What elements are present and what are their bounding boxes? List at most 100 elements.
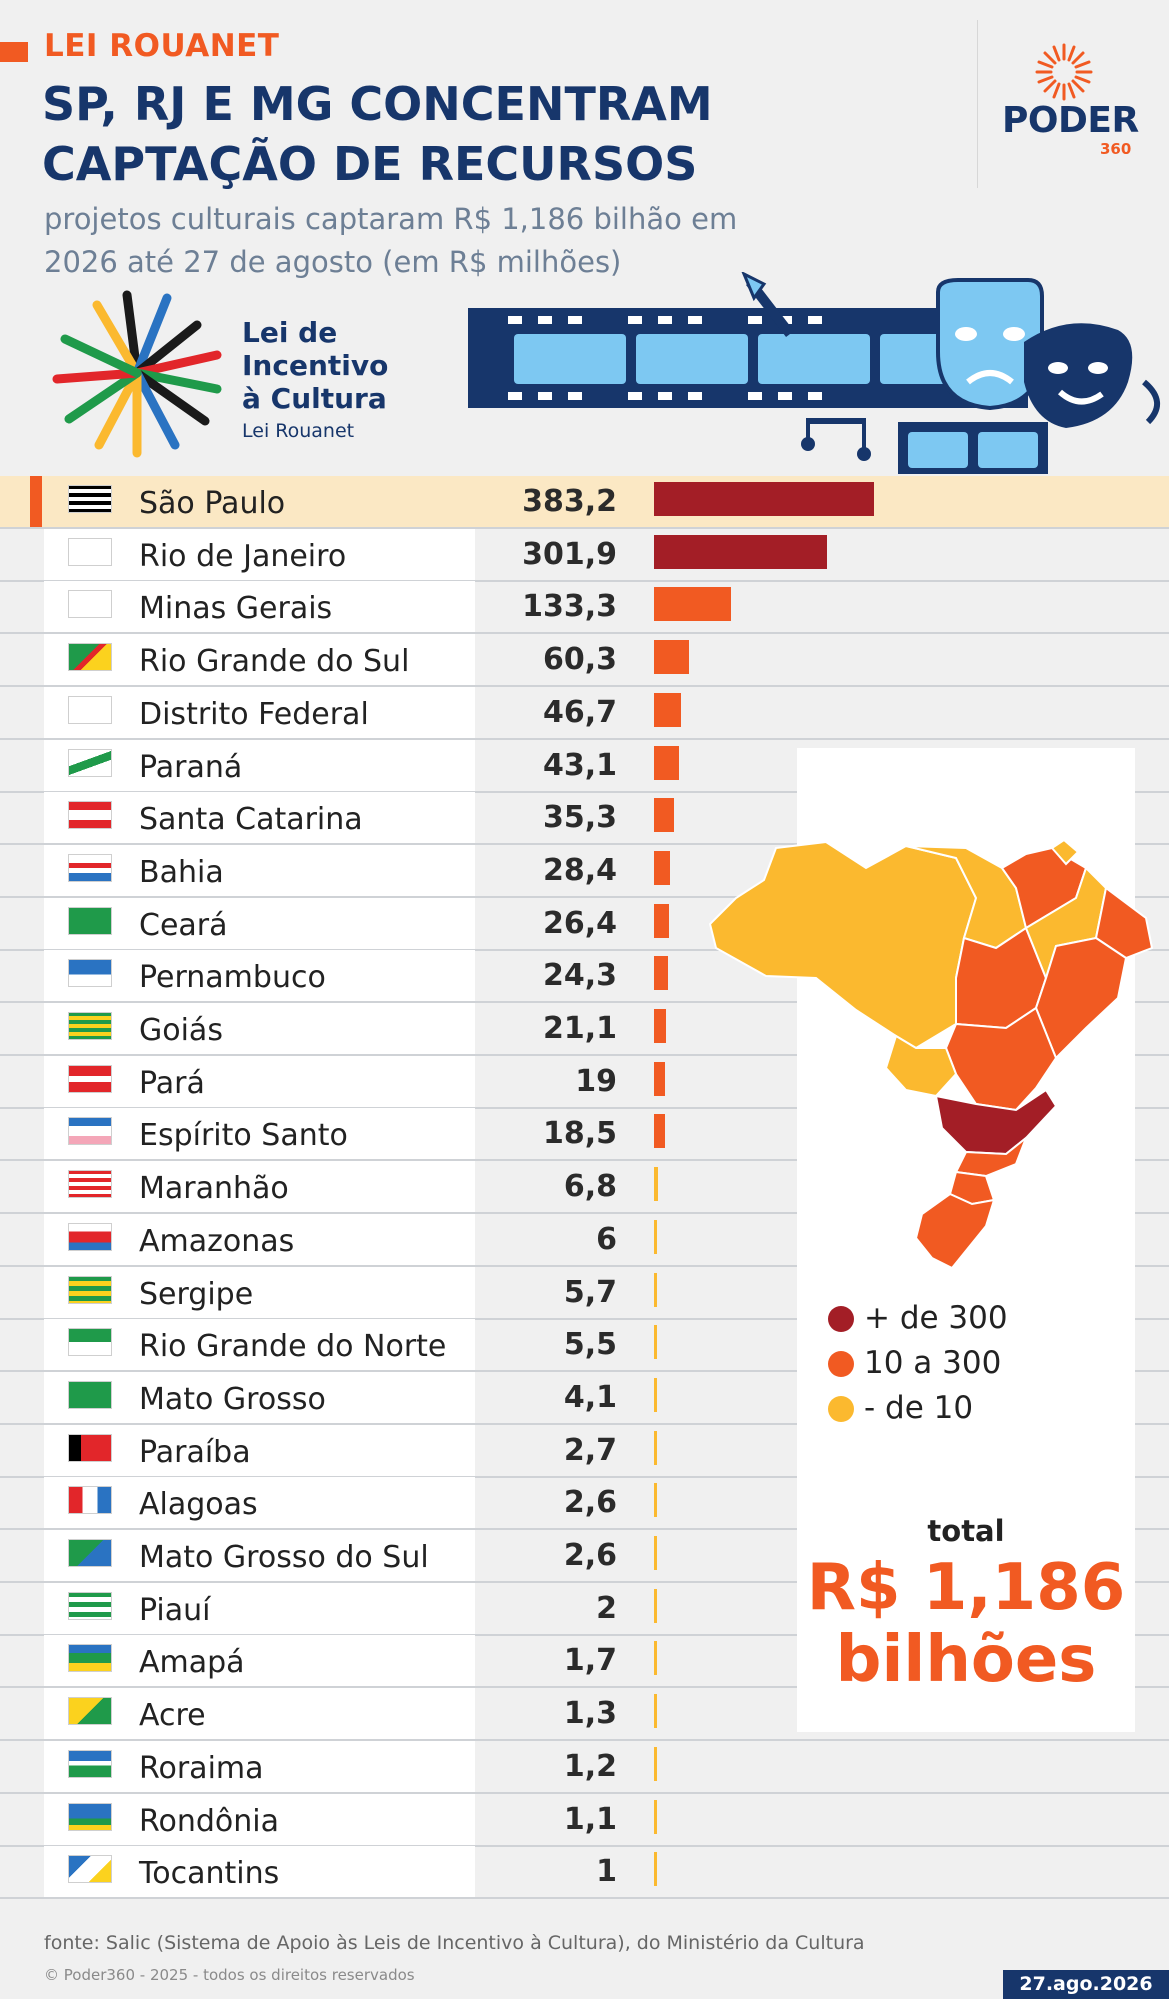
row-label-cell	[44, 1055, 475, 1108]
row-label-cell	[44, 634, 475, 687]
row-label-cell	[44, 1740, 475, 1793]
table-row: Rio de Janeiro 301,9	[0, 528, 1169, 582]
state-flag-icon	[68, 801, 112, 830]
row-label-cell	[44, 1108, 475, 1161]
bar	[654, 1167, 658, 1202]
row-label-cell	[44, 1161, 475, 1214]
state-name: Bahia	[139, 854, 224, 890]
page-subtitle: projetos culturais captaram R$ 1,186 bil…	[44, 202, 738, 279]
row-divider	[0, 1317, 1169, 1320]
row-label-cell	[44, 1213, 475, 1266]
state-name: Tocantins	[139, 1856, 280, 1892]
state-flag-icon	[68, 1064, 112, 1093]
state-flag-icon	[68, 1012, 112, 1040]
row-label-cell	[44, 1424, 475, 1477]
row-divider	[0, 1528, 1169, 1531]
legend-swatch-high	[828, 1306, 854, 1332]
table-row: Alagoas 2,6	[0, 1477, 1169, 1531]
bar	[654, 1483, 657, 1518]
state-flag-icon	[68, 590, 112, 619]
data-label: 1,3	[563, 1696, 617, 1732]
poder360-sunburst-icon	[1035, 43, 1093, 101]
copyright-note: © Poder360 - 2025 - todos os direitos re…	[44, 1966, 415, 1984]
row-label-cell	[44, 686, 475, 739]
table-row: Sergipe 5,7	[0, 1266, 1169, 1320]
row-label-cell	[44, 1371, 475, 1424]
state-flag-icon	[68, 1855, 112, 1884]
table-row: Mato Grosso 4,1	[0, 1371, 1169, 1425]
date-badge: 27.ago.2026	[1003, 1970, 1169, 1999]
data-label: 35,3	[542, 800, 617, 836]
state-flag-icon	[68, 1486, 112, 1515]
bar	[654, 587, 731, 622]
state-flag-icon	[68, 748, 112, 777]
page-title: SP, RJ E MG CONCENTRAM CAPTAÇÃO DE RECUR…	[42, 77, 713, 191]
row-divider	[0, 1370, 1169, 1373]
table-row: São Paulo 383,2	[0, 476, 1169, 529]
state-flag-icon	[68, 1275, 112, 1304]
legend-swatch-low	[828, 1396, 854, 1422]
table-row: Acre 1,3	[0, 1688, 1169, 1742]
table-row: Roraima 1,2	[0, 1740, 1169, 1794]
state-name: Ceará	[139, 907, 228, 943]
state-name: Rio Grande do Norte	[139, 1329, 447, 1365]
bar	[654, 1852, 657, 1887]
data-label: 5,7	[563, 1274, 617, 1310]
data-label: 2,6	[563, 1538, 617, 1573]
data-label: 1,1	[563, 1801, 617, 1837]
state-name: Maranhão	[139, 1171, 289, 1207]
state-name: Acre	[139, 1698, 206, 1734]
bar	[654, 798, 675, 833]
highlight-accent	[30, 476, 42, 528]
brazil-map	[708, 838, 1154, 1270]
bar	[654, 1377, 657, 1412]
bar	[654, 745, 679, 780]
state-flag-icon	[68, 1539, 112, 1567]
legend-swatch-mid	[828, 1351, 854, 1377]
state-name: Goiás	[139, 1013, 223, 1048]
legend-label-mid: 10 a 300	[864, 1345, 1002, 1381]
data-label: 1	[596, 1854, 617, 1890]
lei-incentivo-logo-icon	[52, 290, 222, 458]
data-label: 60,3	[542, 642, 617, 678]
row-divider	[0, 1897, 1169, 1900]
total-label: total	[927, 1514, 1005, 1548]
row-label-cell	[44, 581, 475, 634]
state-flag-icon	[68, 1591, 112, 1620]
legend-label-high: + de 300	[864, 1300, 1008, 1336]
state-flag-icon	[68, 959, 112, 988]
row-divider	[0, 1633, 1169, 1636]
state-flag-icon	[68, 1170, 112, 1199]
row-divider	[0, 790, 1169, 793]
brand-logo-sub: 360	[1100, 140, 1132, 158]
state-name: Espírito Santo	[139, 1118, 348, 1154]
bar	[654, 1009, 667, 1043]
table-row: Rio Grande do Sul 60,3	[0, 634, 1169, 688]
row-label-cell	[44, 1688, 475, 1741]
legend-item-low: - de 10	[828, 1390, 973, 1426]
table-row: Rondônia 1,1	[0, 1793, 1169, 1847]
state-flag-icon	[68, 1433, 112, 1462]
row-divider	[0, 1422, 1169, 1425]
total-value: R$ 1,186 bilhões	[806, 1551, 1126, 1697]
bar	[654, 956, 668, 991]
table-row: Paraíba 2,7	[0, 1424, 1169, 1478]
state-flag-icon	[68, 537, 112, 566]
bar	[654, 1219, 658, 1254]
row-label-cell	[44, 844, 475, 897]
row-divider	[0, 1001, 1169, 1004]
bar	[654, 1061, 665, 1096]
state-name: São Paulo	[139, 486, 286, 521]
state-name: Rondônia	[139, 1803, 279, 1839]
state-name: Piauí	[139, 1592, 211, 1628]
state-flag-icon	[68, 1697, 112, 1726]
row-divider	[0, 1739, 1169, 1742]
data-label: 43,1	[542, 747, 617, 783]
row-label-cell	[44, 1319, 475, 1372]
state-flag-icon	[68, 1380, 112, 1409]
row-divider	[0, 685, 1169, 688]
state-flag-icon	[68, 485, 112, 513]
row-label-cell	[44, 739, 475, 792]
table-row: Pernambuco 24,3	[0, 950, 1169, 1004]
row-divider	[0, 1264, 1169, 1267]
